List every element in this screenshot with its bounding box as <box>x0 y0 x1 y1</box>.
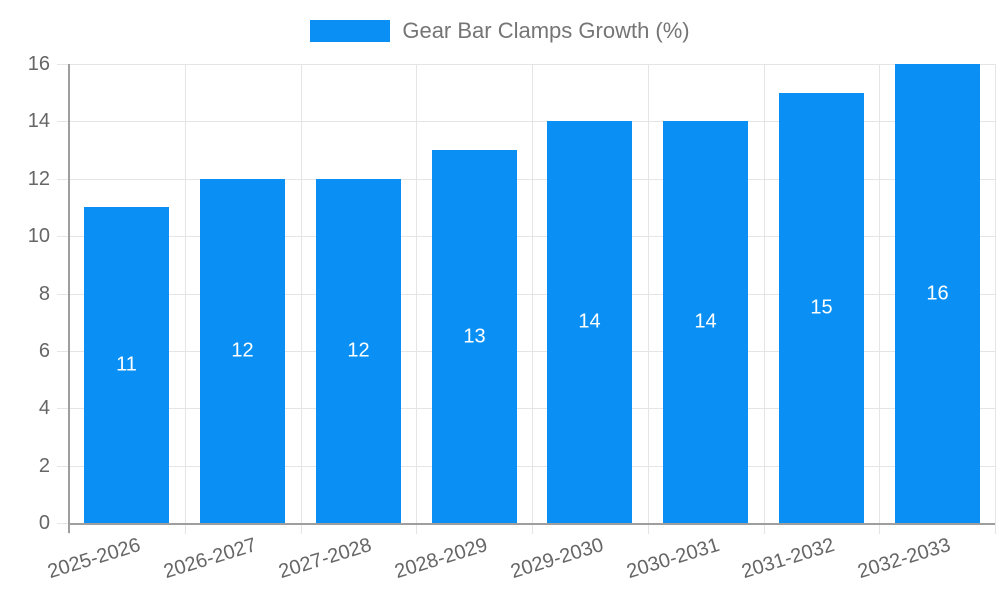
gridline-y-12 <box>57 179 995 180</box>
bar-value-label: 13 <box>463 325 486 347</box>
x-tick-label: 2032-2033 <box>855 534 954 584</box>
gridline-y-2 <box>57 466 995 467</box>
gridline-x-4 <box>532 64 533 534</box>
legend-swatch-icon <box>310 20 391 42</box>
legend: Gear Bar Clamps Growth (%) <box>0 18 1000 44</box>
legend-item[interactable]: Gear Bar Clamps Growth (%) <box>310 18 690 44</box>
y-tick-label: 14 <box>27 110 50 132</box>
y-tick-label: 12 <box>27 168 50 190</box>
gridline-x-8 <box>995 64 996 534</box>
bar-value-label: 12 <box>347 339 370 362</box>
gridline-y-14 <box>57 121 995 122</box>
bar-value-label: 16 <box>926 282 949 304</box>
bar-value-label: 15 <box>810 296 833 319</box>
bar-value-label: 14 <box>578 310 601 333</box>
bar-2028-2029: 13 <box>432 150 517 523</box>
x-axis-line <box>69 523 995 525</box>
y-tick-label: 8 <box>38 283 50 305</box>
y-tick-label: 4 <box>38 397 50 419</box>
y-tick-label: 16 <box>27 53 50 75</box>
bar-value-label: 11 <box>116 353 137 376</box>
gridline-y-8 <box>57 294 995 295</box>
bar-2027-2028: 12 <box>316 179 401 523</box>
bar-value-label: 12 <box>231 339 254 362</box>
bar-value-label: 14 <box>694 310 717 333</box>
bar-2029-2030: 14 <box>547 121 632 523</box>
gridline-y-16 <box>57 64 995 65</box>
y-tick-label: 10 <box>27 225 50 247</box>
bar-2031-2032: 15 <box>779 93 864 523</box>
gridline-y-4 <box>57 408 995 409</box>
y-tick-label: 6 <box>38 340 50 362</box>
bar-2025-2026: 11 <box>84 207 169 523</box>
gridline-x-5 <box>648 64 649 534</box>
x-tick-label: 2028-2029 <box>392 534 491 584</box>
x-tick-label: 2026-2027 <box>161 534 260 584</box>
legend-label: Gear Bar Clamps Growth (%) <box>402 18 690 43</box>
x-tick-label: 2027-2028 <box>276 534 375 584</box>
gridline-x-1 <box>185 64 186 534</box>
gridline-y-10 <box>57 236 995 237</box>
x-tick-label: 2030-2031 <box>624 534 723 584</box>
bar-2032-2033: 16 <box>895 64 980 523</box>
plot-area: 11 12 12 13 14 14 15 16 <box>57 64 996 534</box>
gridline-x-6 <box>764 64 765 534</box>
bar-2026-2027: 12 <box>200 179 285 523</box>
bar-2030-2031: 14 <box>663 121 748 523</box>
gridline-x-2 <box>301 64 302 534</box>
gridline-x-3 <box>416 64 417 534</box>
gridline-y-6 <box>57 351 995 352</box>
y-axis-line <box>68 64 70 533</box>
y-tick-label: 0 <box>38 512 50 534</box>
gridline-x-7 <box>879 64 880 534</box>
x-tick-label: 2031-2032 <box>739 534 838 584</box>
x-tick-label: 2029-2030 <box>508 534 607 584</box>
y-tick-label: 2 <box>38 455 50 477</box>
x-tick-label: 2025-2026 <box>45 534 144 584</box>
